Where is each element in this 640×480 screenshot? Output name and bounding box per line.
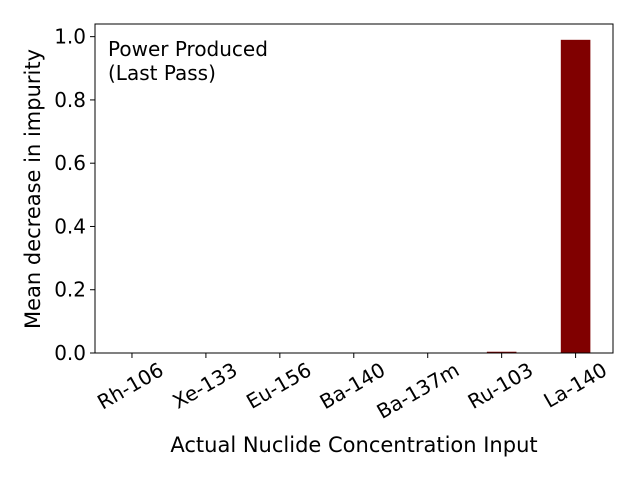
- bar-la-140: [560, 39, 591, 353]
- y-tick-label: 1.0: [54, 25, 86, 49]
- y-tick-label: 0.4: [54, 214, 86, 238]
- y-tick-label: 0.2: [54, 278, 86, 302]
- x-tick-label: La-140: [540, 358, 612, 413]
- annotation-line-2: (Last Pass): [108, 61, 216, 85]
- x-tick-label: Xe-133: [168, 358, 241, 414]
- bar-ru-103: [486, 351, 517, 353]
- plot-frame: [94, 23, 614, 354]
- y-tick-label: 0.6: [54, 151, 86, 175]
- x-tick-label: Ba-137m: [373, 358, 464, 424]
- y-tick-label: 0.8: [54, 88, 86, 112]
- x-tick-label: Rh-106: [93, 358, 167, 415]
- x-tick-label: Ru-103: [464, 358, 538, 414]
- x-tick-label: Eu-156: [242, 358, 315, 414]
- x-axis-label: Actual Nuclide Concentration Input: [170, 433, 537, 457]
- y-axis-label: Mean decrease in impurity: [21, 49, 45, 329]
- annotation-line-1: Power Produced: [108, 37, 268, 61]
- y-tick-label: 0.0: [54, 341, 86, 365]
